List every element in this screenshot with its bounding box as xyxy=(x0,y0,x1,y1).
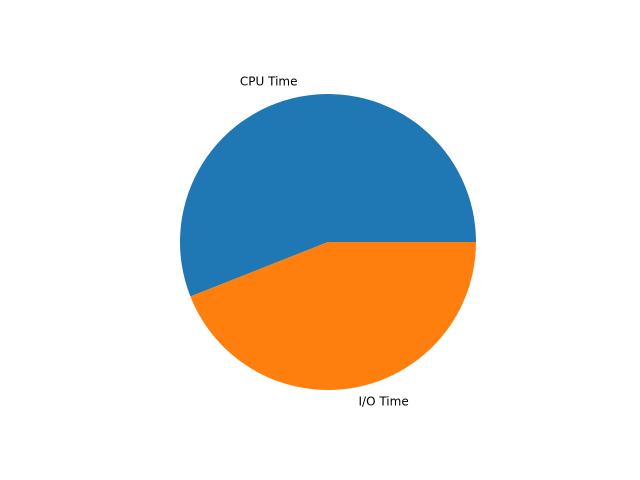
pie-slice-i-o-time xyxy=(190,242,477,391)
pie-slices xyxy=(179,94,477,391)
pie-labels: CPU Time I/O Time xyxy=(240,75,409,409)
pie-label-cpu-time: CPU Time xyxy=(240,75,298,89)
pie-slice-cpu-time xyxy=(179,94,476,297)
pie-label-i-o-time: I/O Time xyxy=(359,394,409,408)
